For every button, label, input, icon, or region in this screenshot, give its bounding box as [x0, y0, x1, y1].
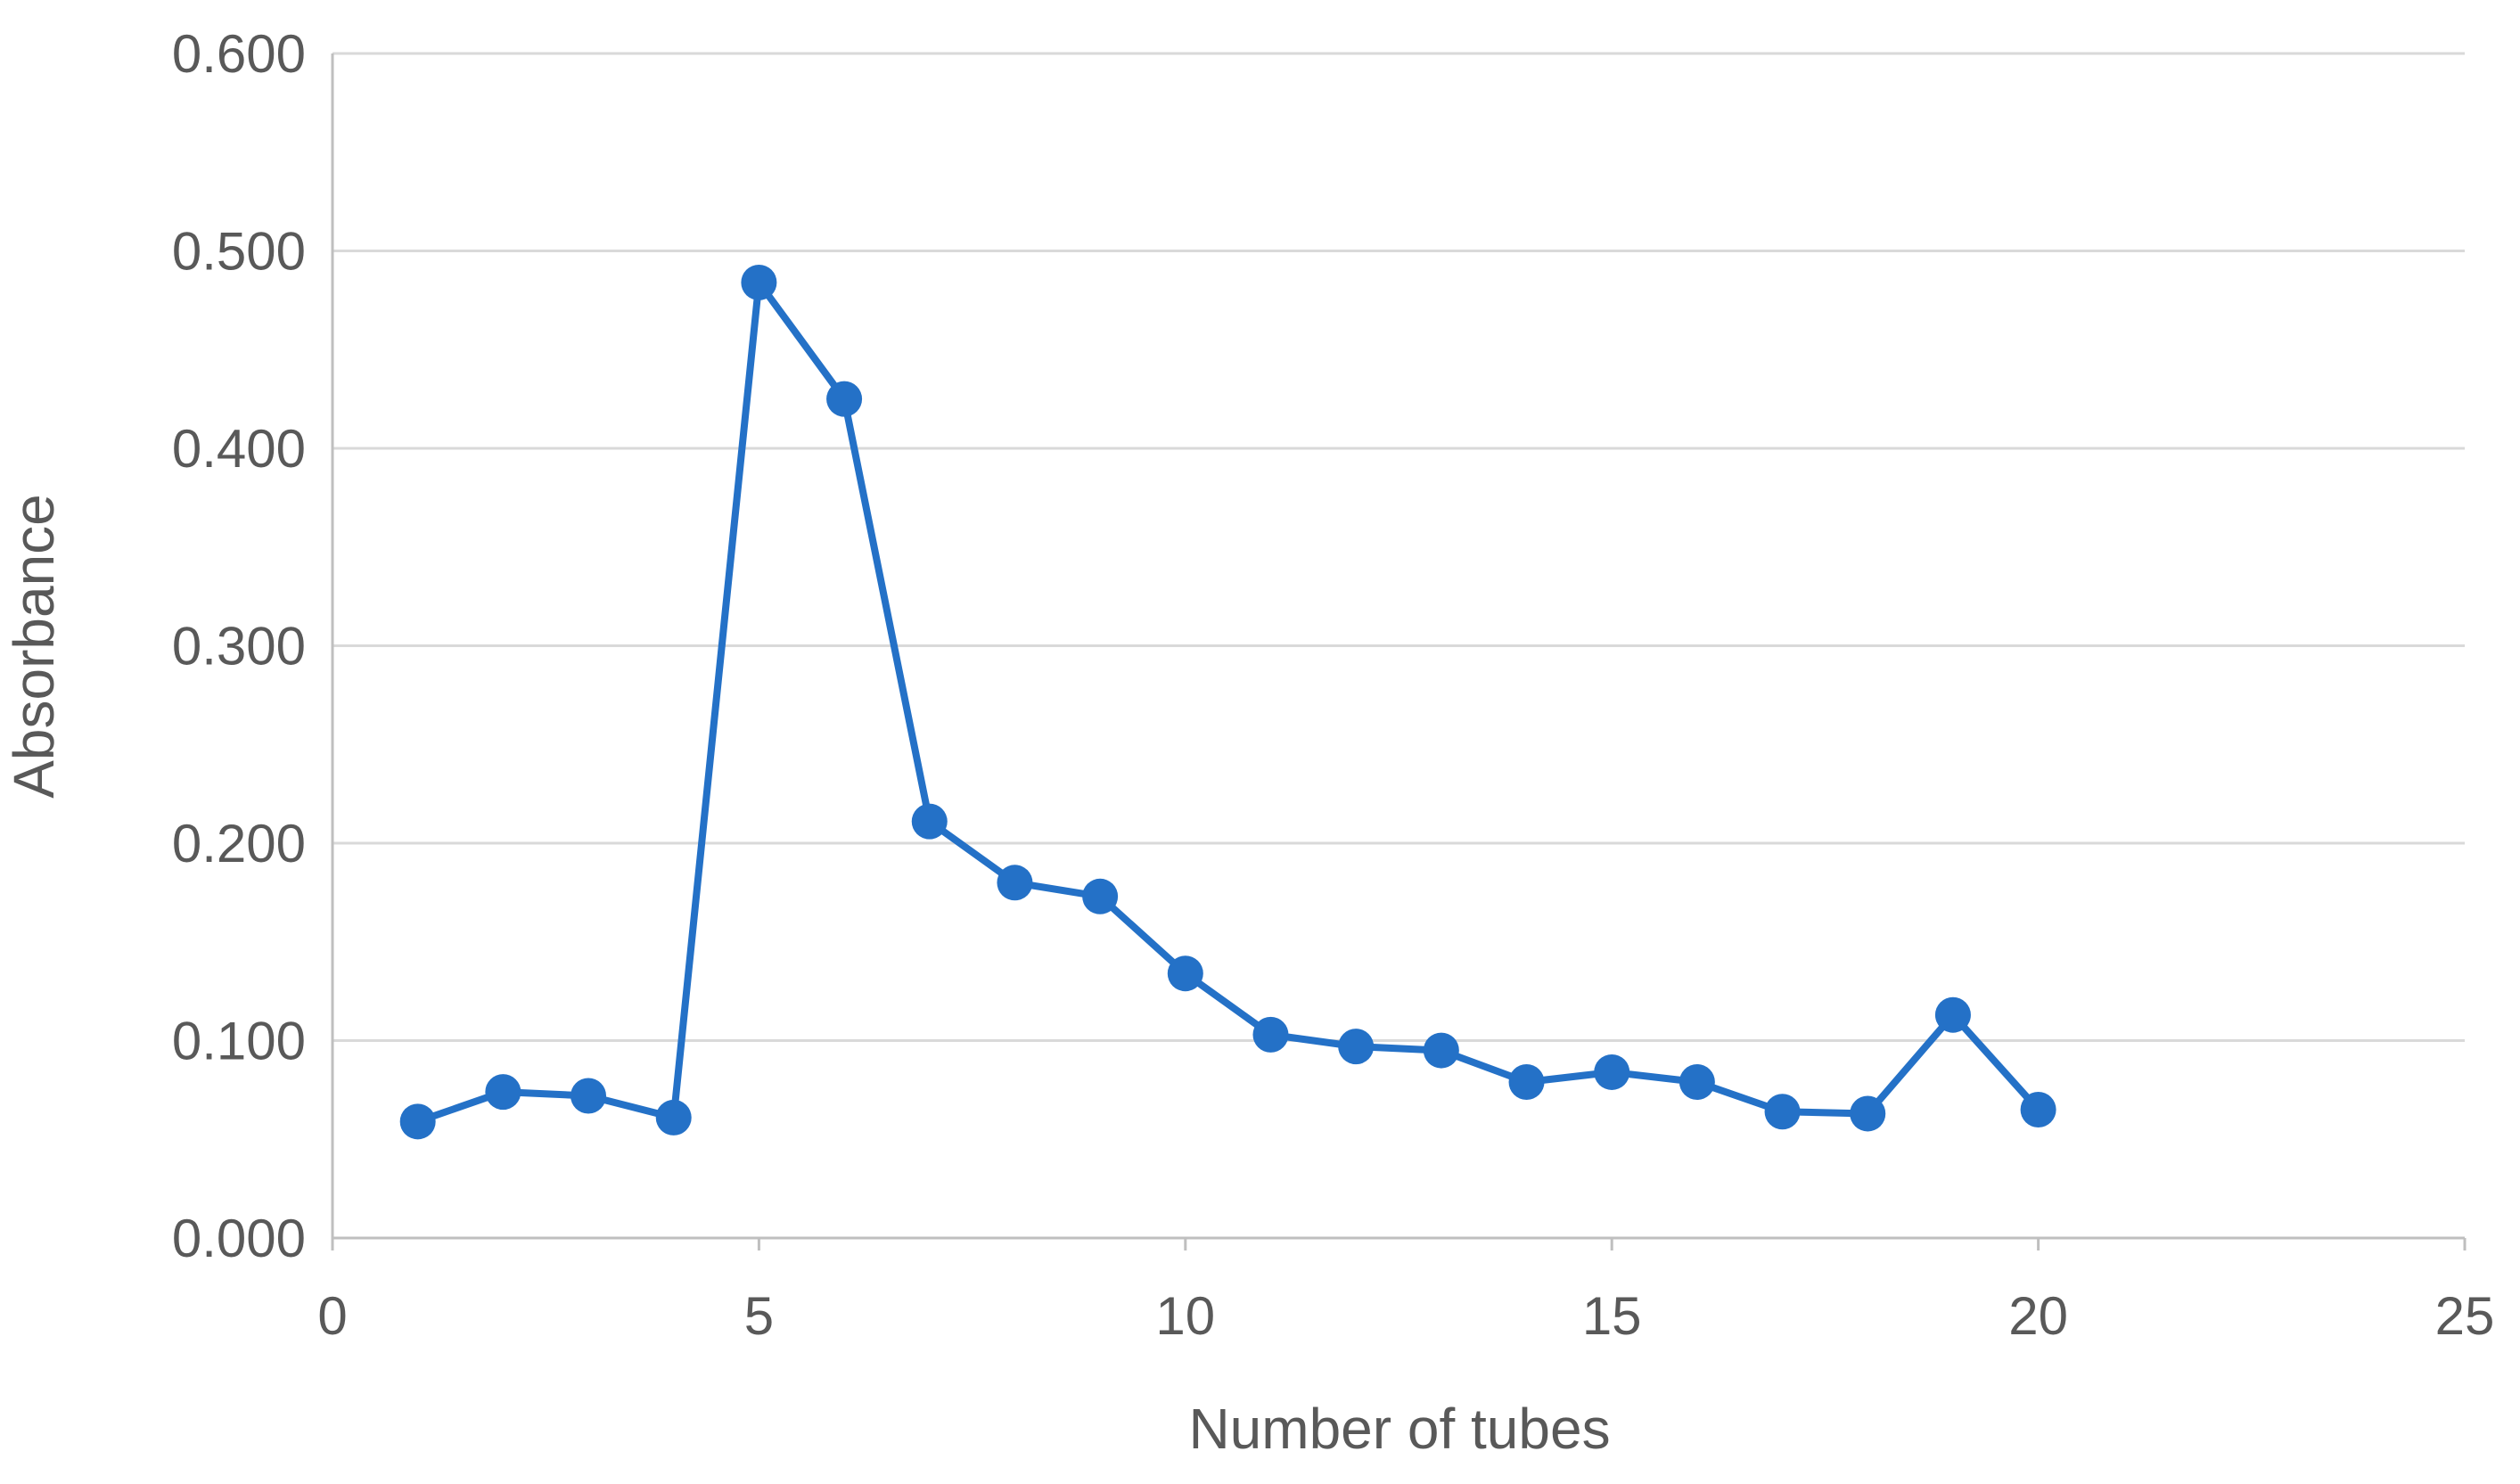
x-tick-label: 5	[744, 1286, 774, 1346]
series-line-0	[414, 278, 2042, 1126]
x-tick-label: 0	[317, 1286, 347, 1346]
gridlines	[332, 52, 2465, 1042]
y-tick-label: 0.600	[172, 24, 306, 84]
x-tick-label: 20	[2008, 1286, 2068, 1346]
data-point	[1764, 1094, 1801, 1130]
data-point	[1423, 1032, 1459, 1069]
data-point	[1338, 1029, 1375, 1065]
y-tick-label: 0.400	[172, 419, 306, 479]
y-tick-label: 0.500	[172, 222, 306, 282]
data-point	[1508, 1064, 1545, 1101]
data-point	[655, 1099, 692, 1136]
y-tick-label: 0.300	[172, 617, 306, 676]
data-point	[911, 803, 948, 840]
data-point	[1934, 996, 1971, 1033]
x-tick-label: 15	[1582, 1286, 1642, 1346]
axes	[331, 53, 2467, 1250]
data-point	[1082, 878, 1119, 914]
data-point	[1594, 1054, 1630, 1090]
data-point	[570, 1078, 607, 1114]
data-point	[826, 381, 863, 417]
y-tick-label: 0.200	[172, 814, 306, 873]
data-point	[1679, 1064, 1715, 1101]
y-axis-title: Absorbance	[2, 494, 66, 799]
data-point	[2020, 1092, 2056, 1128]
data-point	[1850, 1095, 1886, 1132]
data-point	[1167, 955, 1203, 992]
y-tick-label: 0.000	[172, 1209, 306, 1268]
data-point	[399, 1103, 436, 1140]
data-point	[997, 865, 1033, 901]
series-absorbance	[399, 264, 2056, 1140]
y-tick-label: 0.100	[172, 1012, 306, 1071]
y-tick-labels: 0.000 0.100 0.200 0.300 0.400 0.500 0.600	[172, 24, 306, 1268]
x-tick-label: 25	[2435, 1286, 2495, 1346]
x-tick-label: 10	[1155, 1286, 1215, 1346]
x-axis-title: Number of tubes	[1188, 1397, 1610, 1461]
data-point	[1252, 1016, 1289, 1053]
x-tick-labels: 0 5 10 15 20 25	[317, 1286, 2494, 1346]
data-point	[741, 264, 777, 300]
data-point	[485, 1074, 521, 1111]
